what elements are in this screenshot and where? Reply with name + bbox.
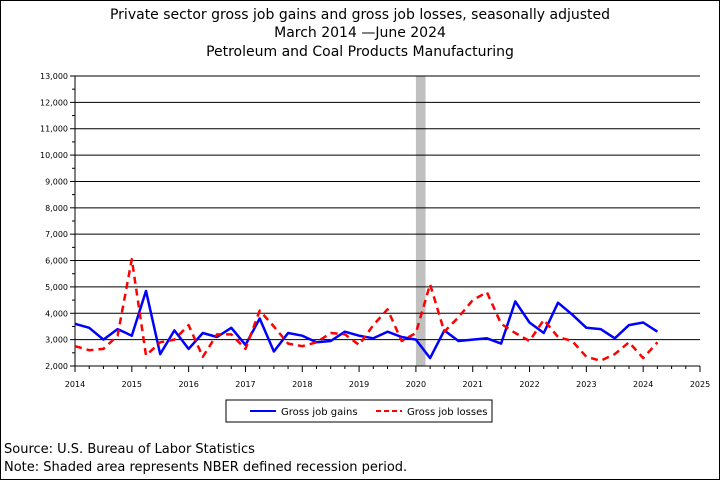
x-tick-label: 2016 — [178, 380, 198, 389]
x-tick-label: 2019 — [349, 380, 369, 389]
legend-label-gross-job-losses: Gross job losses — [407, 407, 487, 418]
y-tick-label: 4,000 — [45, 309, 68, 318]
y-tick-label: 11,000 — [40, 125, 68, 134]
y-tick-label: 13,000 — [40, 72, 68, 81]
x-tick-label: 2017 — [235, 380, 255, 389]
y-tick-label: 8,000 — [45, 204, 68, 213]
chart-subtitle-dates: March 2014 —June 2024 — [274, 25, 446, 41]
legend-box — [225, 399, 493, 423]
x-tick-label: 2021 — [463, 380, 483, 389]
source-note: Source: U.S. Bureau of Labor Statistics — [4, 442, 255, 457]
x-tick-label: 2022 — [519, 380, 539, 389]
legend: Gross job gains Gross job losses — [225, 399, 493, 423]
y-tick-label: 7,000 — [45, 230, 68, 239]
axes: 2,000 3,000 4,000 5,000 6,000 7,000 8,000 9,000… — [40, 72, 710, 389]
legend-label-gross-job-gains: Gross job gains — [281, 407, 358, 418]
chart-subtitle: Petroleum and Coal Products Manufacturin… — [206, 44, 514, 60]
y-tick-label: 2,000 — [45, 362, 68, 371]
x-tick-label: 2023 — [576, 380, 596, 389]
chart-title: Private sector gross job gains and gross… — [109, 7, 611, 23]
series-lines — [74, 257, 659, 362]
y-tick-label: 9,000 — [45, 177, 68, 186]
gridlines — [75, 75, 700, 367]
y-tick-label: 5,000 — [45, 283, 68, 292]
x-tick-label: 2014 — [65, 380, 85, 389]
series-line-gross-job-gains — [74, 289, 659, 360]
x-tick-label: 2024 — [633, 380, 653, 389]
x-tick-label: 2020 — [406, 380, 426, 389]
x-tick-label: 2025 — [690, 380, 710, 389]
y-tick-label: 3,000 — [45, 336, 68, 345]
recession-shading-layer — [415, 76, 426, 366]
recession-note: Note: Shaded area represents NBER define… — [4, 460, 408, 475]
recession-shade — [415, 76, 426, 366]
y-tick-label: 12,000 — [40, 98, 68, 107]
y-tick-label: 6,000 — [45, 257, 68, 266]
x-tick-label: 2018 — [292, 380, 312, 389]
x-tick-label: 2015 — [122, 380, 142, 389]
y-tick-label: 10,000 — [40, 151, 68, 160]
series-line-gross-job-losses — [74, 257, 659, 362]
